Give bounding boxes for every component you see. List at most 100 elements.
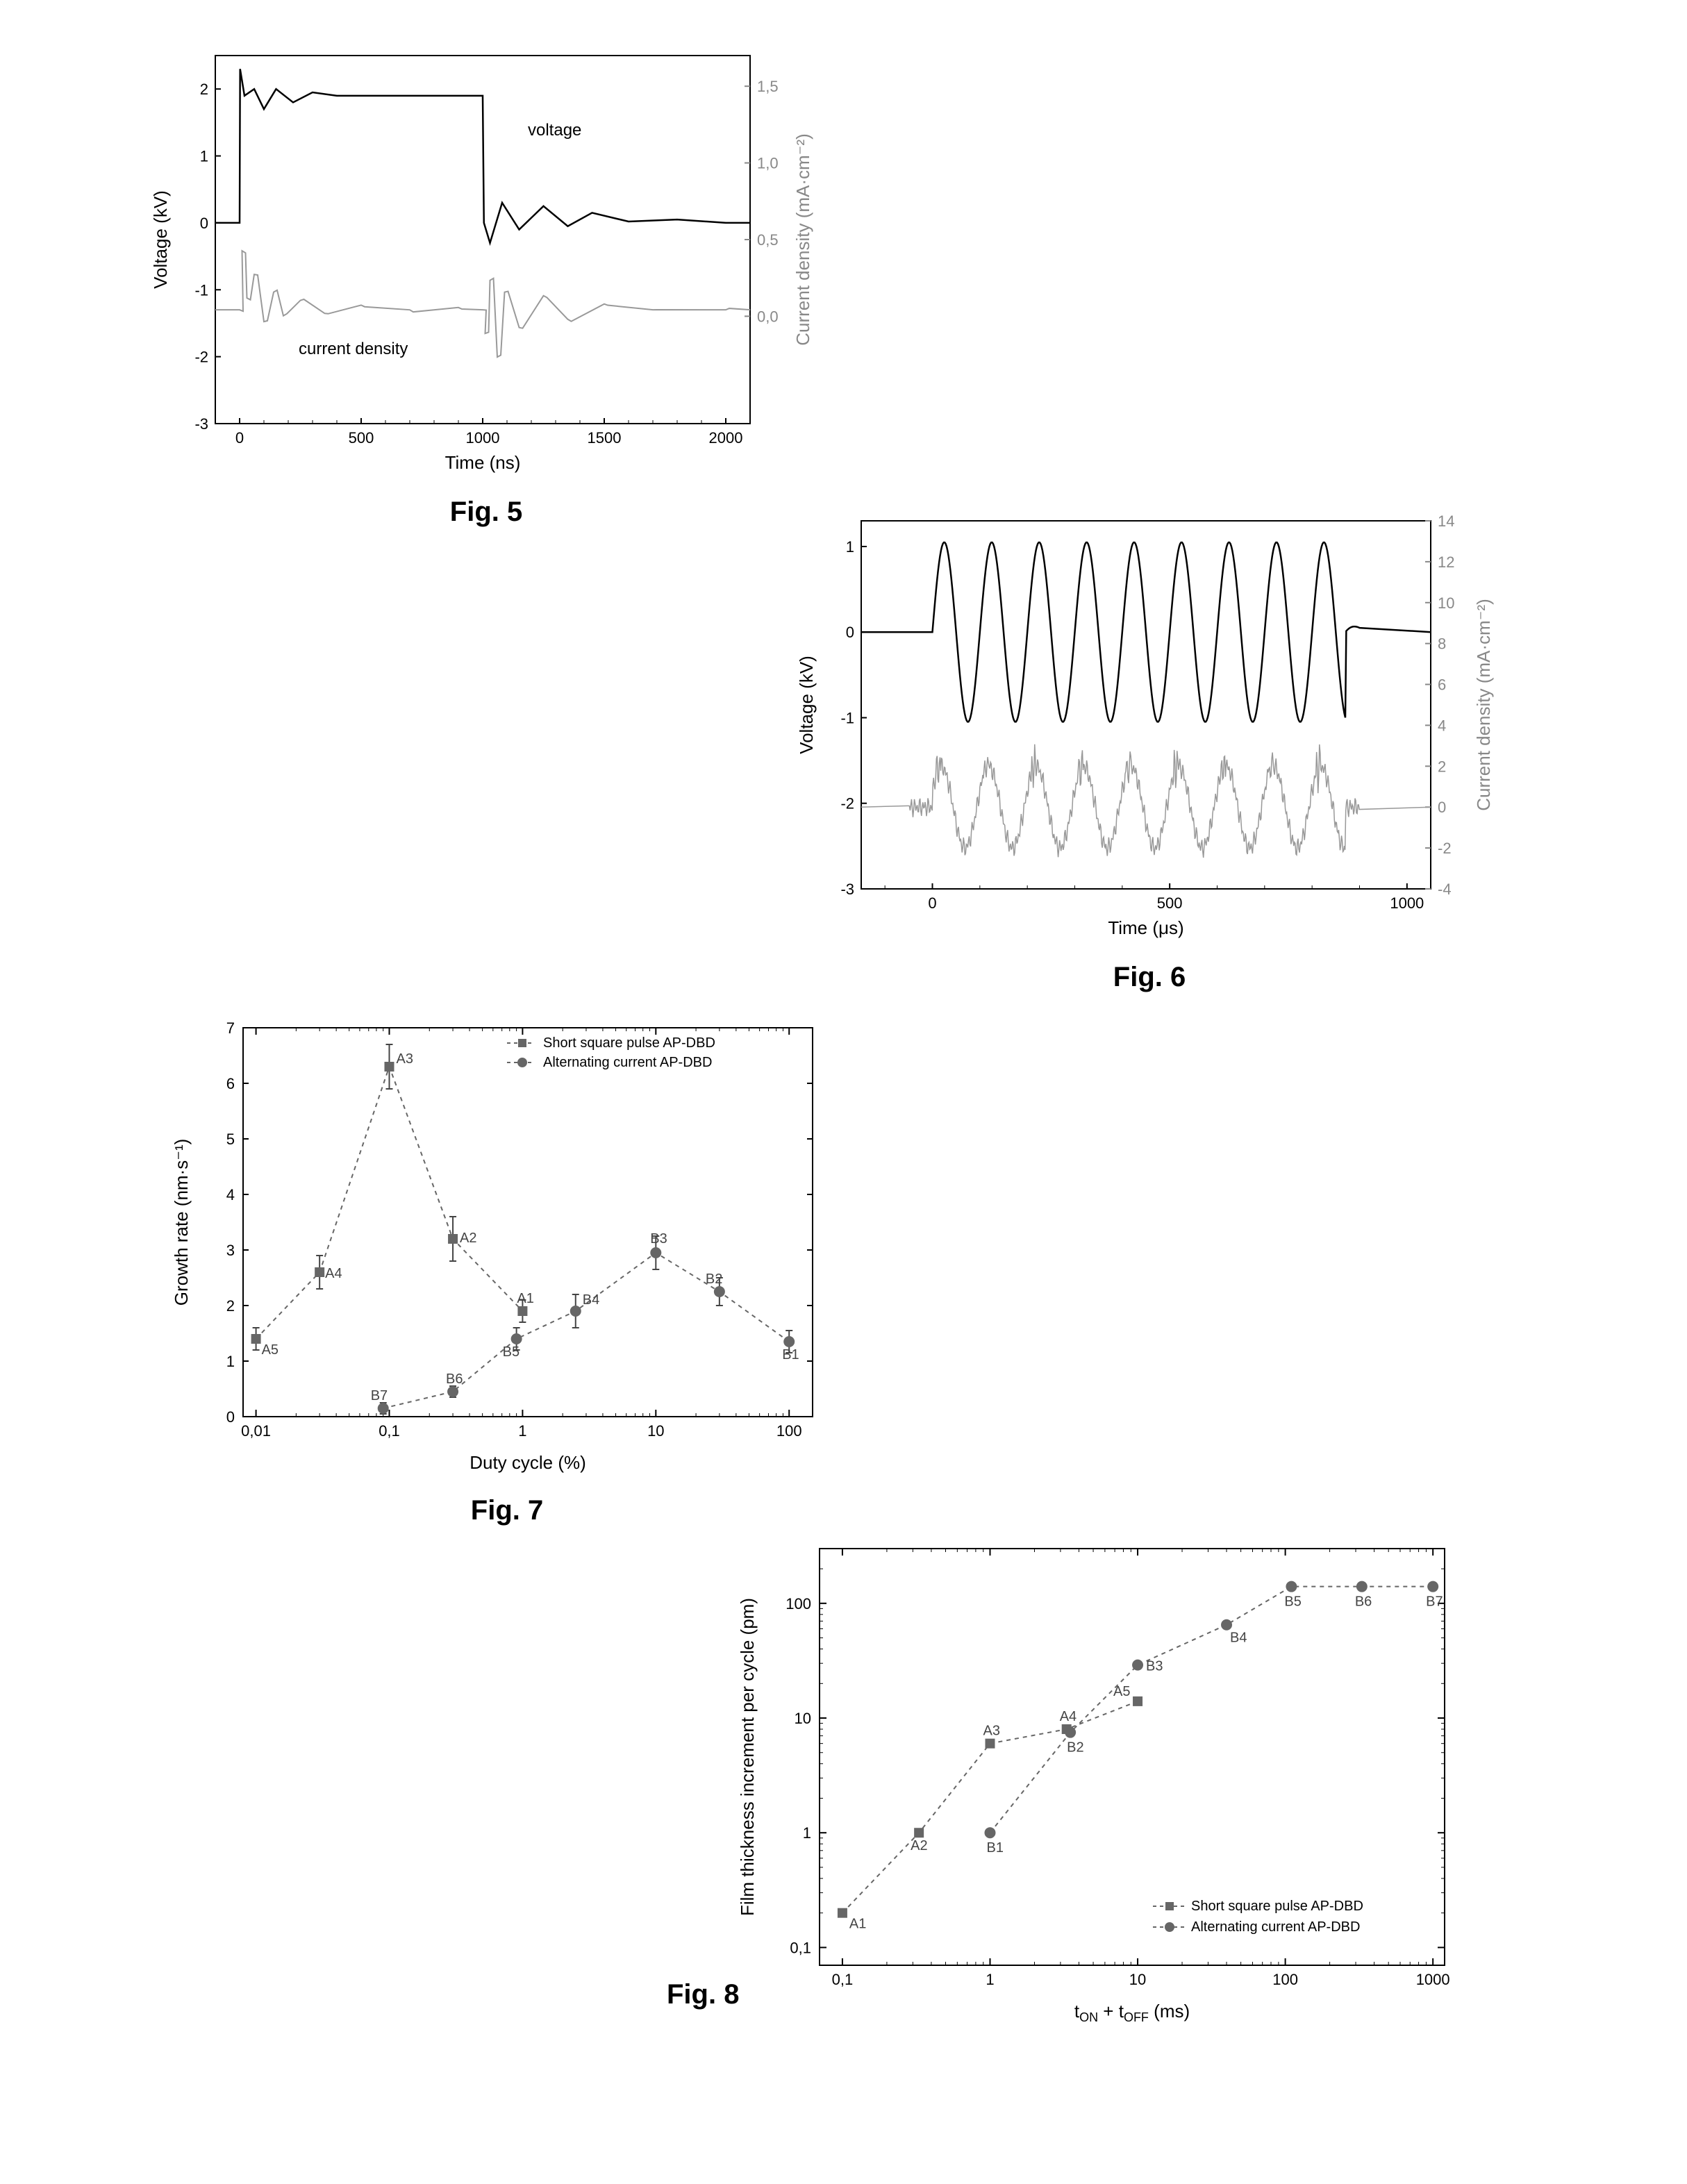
fig5-caption: Fig. 5 (139, 497, 833, 528)
fig8-xlabel: tON + tOFF (ms) (1074, 2001, 1190, 2024)
svg-text:2: 2 (200, 81, 208, 98)
svg-text:-3: -3 (194, 415, 208, 433)
fig6-ylabel-left: Voltage (kV) (796, 656, 817, 754)
svg-text:-2: -2 (1438, 840, 1452, 857)
svg-text:B1: B1 (782, 1347, 799, 1362)
fig7-legend-a: Short square pulse AP-DBD (543, 1035, 715, 1051)
fig8-caption: Fig. 8 (667, 1979, 739, 2010)
svg-text:1000: 1000 (466, 429, 500, 447)
fig7-ylabel: Growth rate (nm·s⁻¹) (171, 1139, 192, 1306)
svg-text:10: 10 (1438, 594, 1454, 612)
svg-text:0,1: 0,1 (379, 1422, 400, 1440)
svg-text:4: 4 (1438, 717, 1446, 734)
svg-text:A4: A4 (325, 1266, 342, 1281)
svg-text:100: 100 (1272, 1971, 1298, 1988)
svg-text:1: 1 (226, 1353, 235, 1370)
fig7-chart: 0,010,1110100 01234567 A5A4A3A2A1 B7B6B5… (160, 1014, 854, 1486)
svg-text:B1: B1 (986, 1840, 1003, 1856)
fig6-caption: Fig. 6 (785, 962, 1514, 993)
svg-text:-2: -2 (840, 795, 854, 812)
svg-text:A1: A1 (849, 1917, 866, 1932)
svg-text:B2: B2 (1067, 1740, 1083, 1756)
svg-text:2000: 2000 (709, 429, 743, 447)
svg-text:6: 6 (226, 1075, 235, 1092)
svg-text:0,01: 0,01 (241, 1422, 271, 1440)
svg-text:3: 3 (226, 1242, 235, 1259)
svg-text:0: 0 (226, 1408, 235, 1426)
svg-text:-1: -1 (840, 709, 854, 726)
figure-7: 0,010,1110100 01234567 A5A4A3A2A1 B7B6B5… (160, 1014, 854, 1526)
svg-text:500: 500 (1157, 894, 1183, 912)
svg-text:1500: 1500 (588, 429, 622, 447)
svg-text:1: 1 (846, 538, 854, 556)
figure-6: -3-2-101 -4-202468101214 05001000 Time (… (785, 507, 1514, 993)
svg-text:-4: -4 (1438, 881, 1452, 898)
svg-text:0: 0 (200, 215, 208, 232)
fig6-ylabel-right: Current density (mA·cm⁻²) (1473, 599, 1494, 811)
fig8-legend-a: Short square pulse AP-DBD (1191, 1899, 1363, 1914)
svg-text:1: 1 (803, 1824, 811, 1842)
svg-text:B6: B6 (1355, 1594, 1372, 1610)
svg-text:10: 10 (795, 1710, 811, 1727)
fig8-ylabel: Film thickness increment per cycle (pm) (737, 1598, 758, 1916)
fig8-chart: 0,11101001000 0,1110100 A1A2A3A4A5 B1B2B… (722, 1535, 1486, 2035)
svg-text:6: 6 (1438, 676, 1446, 694)
svg-text:1,5: 1,5 (757, 78, 779, 95)
figure-5: -3-2-1012 0,00,51,01,5 0500100015002000 … (139, 42, 833, 528)
fig7-xlabel: Duty cycle (%) (469, 1452, 586, 1473)
fig6-chart: -3-2-101 -4-202468101214 05001000 Time (… (785, 507, 1514, 951)
fig7-legend-b: Alternating current AP-DBD (543, 1055, 712, 1070)
svg-text:1,0: 1,0 (757, 155, 779, 172)
fig5-ylabel-left: Voltage (kV) (150, 190, 171, 289)
svg-text:0: 0 (235, 429, 244, 447)
svg-text:5: 5 (226, 1131, 235, 1148)
fig5-annot-voltage: voltage (528, 121, 581, 140)
svg-text:1000: 1000 (1390, 894, 1424, 912)
fig5-annot-current: current density (299, 340, 408, 358)
svg-text:A3: A3 (396, 1051, 413, 1067)
svg-text:B6: B6 (446, 1372, 463, 1387)
svg-text:-3: -3 (840, 881, 854, 898)
svg-text:10: 10 (1129, 1971, 1146, 1988)
svg-text:B5: B5 (1284, 1594, 1301, 1610)
svg-text:B2: B2 (706, 1272, 722, 1287)
svg-text:7: 7 (226, 1019, 235, 1037)
svg-text:0: 0 (928, 894, 936, 912)
svg-text:12: 12 (1438, 553, 1454, 571)
svg-text:0,1: 0,1 (790, 1939, 811, 1956)
svg-text:0: 0 (1438, 799, 1446, 816)
fig6-xlabel: Time (μs) (1108, 917, 1183, 938)
svg-text:1: 1 (200, 148, 208, 165)
svg-text:0,5: 0,5 (757, 231, 779, 249)
fig5-ylabel-right: Current density (mA·cm⁻²) (792, 133, 813, 346)
svg-text:2: 2 (226, 1297, 235, 1315)
svg-text:8: 8 (1438, 635, 1446, 653)
svg-text:0,0: 0,0 (757, 308, 779, 325)
svg-text:B3: B3 (1146, 1659, 1163, 1674)
svg-text:A3: A3 (983, 1724, 999, 1739)
fig5-xlabel: Time (ns) (445, 452, 521, 473)
svg-text:100: 100 (776, 1422, 802, 1440)
svg-text:A5: A5 (262, 1342, 279, 1358)
svg-text:-1: -1 (194, 281, 208, 299)
svg-text:14: 14 (1438, 512, 1454, 530)
svg-text:4: 4 (226, 1186, 235, 1203)
svg-text:100: 100 (786, 1595, 811, 1612)
svg-text:1: 1 (518, 1422, 526, 1440)
svg-text:B3: B3 (650, 1231, 667, 1247)
svg-text:A2: A2 (911, 1838, 927, 1853)
fig8-legend-b: Alternating current AP-DBD (1191, 1919, 1360, 1935)
svg-text:B7: B7 (371, 1388, 388, 1403)
svg-text:B4: B4 (583, 1292, 599, 1308)
svg-text:2: 2 (1438, 758, 1446, 775)
svg-text:A2: A2 (460, 1231, 476, 1246)
fig7-caption: Fig. 7 (160, 1495, 854, 1526)
svg-text:A4: A4 (1060, 1709, 1077, 1724)
svg-text:1000: 1000 (1416, 1971, 1450, 1988)
svg-text:0,1: 0,1 (832, 1971, 854, 1988)
fig5-chart: -3-2-1012 0,00,51,01,5 0500100015002000 … (139, 42, 833, 486)
svg-text:1: 1 (986, 1971, 994, 1988)
svg-text:500: 500 (349, 429, 374, 447)
svg-text:10: 10 (647, 1422, 664, 1440)
svg-text:B7: B7 (1426, 1594, 1443, 1610)
